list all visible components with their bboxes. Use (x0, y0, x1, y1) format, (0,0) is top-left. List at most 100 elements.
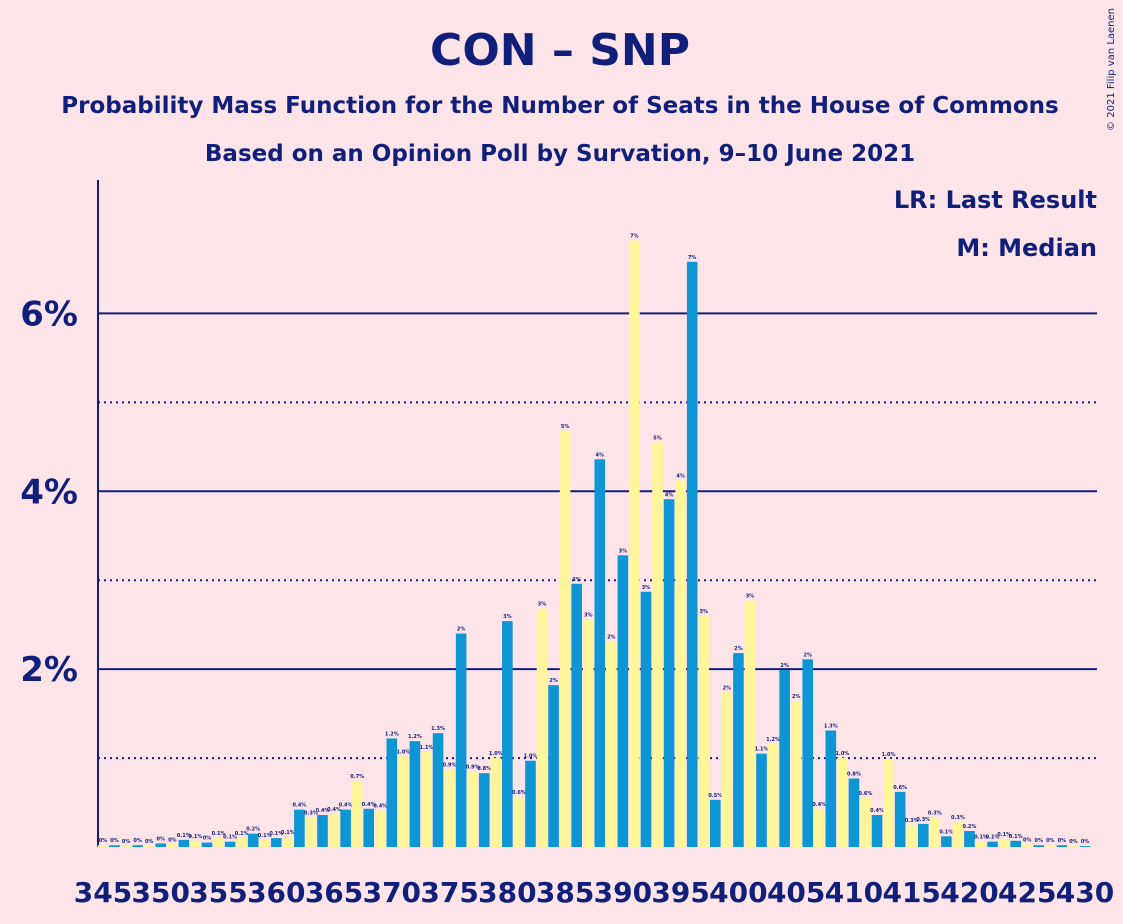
bar (478, 773, 490, 847)
x-tick-label: 385 (536, 876, 594, 909)
value-label: 0% (1058, 838, 1067, 844)
bar (455, 633, 467, 847)
value-label: 5% (561, 424, 570, 430)
bar (675, 480, 686, 847)
value-label: 0.1% (939, 829, 953, 835)
x-tick-label: 350 (132, 876, 190, 909)
bar (744, 600, 756, 847)
bar (224, 841, 236, 847)
bar (294, 809, 305, 847)
bar (941, 836, 952, 847)
bar (837, 758, 848, 847)
bar (548, 685, 559, 847)
bar (213, 838, 224, 847)
bar (247, 833, 259, 847)
bar (236, 838, 247, 847)
bar (167, 844, 178, 847)
bar (490, 758, 502, 847)
bar (998, 838, 1010, 847)
bar (1010, 840, 1021, 847)
x-tick-label: 430 (1056, 876, 1114, 909)
bar (409, 741, 421, 847)
bar (606, 641, 617, 847)
value-label: 0% (133, 838, 142, 844)
x-tick-label: 405 (767, 876, 825, 909)
value-label: 0.1% (223, 835, 237, 841)
bar (802, 659, 814, 847)
bar (987, 841, 998, 847)
bar (467, 771, 478, 847)
y-tick-label: 2% (20, 650, 78, 690)
bar (1068, 846, 1079, 847)
value-label: 0.6% (859, 791, 873, 797)
value-label: 0% (1046, 838, 1055, 844)
value-label: 0.1% (258, 833, 272, 839)
bar (652, 442, 663, 847)
value-label: 0% (1023, 837, 1032, 843)
bar (444, 769, 455, 847)
bar (525, 760, 536, 847)
value-label: 0% (1081, 839, 1090, 845)
value-label: 0.1% (1009, 834, 1023, 840)
value-label: 1.0% (396, 749, 410, 755)
value-label: 3% (572, 577, 581, 583)
bar (1033, 845, 1045, 847)
bar (432, 733, 444, 847)
value-label: 0.1% (997, 832, 1011, 838)
x-tick-label: 400 (709, 876, 767, 909)
bar (779, 670, 790, 847)
value-label: 0.9% (466, 764, 480, 770)
bar (97, 845, 109, 847)
x-tick-label: 375 (420, 876, 478, 909)
value-label: 0.4% (373, 804, 387, 810)
value-label: 1.2% (408, 734, 422, 740)
bar (698, 615, 710, 847)
bar (663, 499, 675, 847)
value-label: 0.1% (974, 835, 988, 841)
bar (733, 653, 744, 847)
value-label: 3% (619, 548, 628, 554)
value-label: 3% (746, 594, 755, 600)
value-label: 1.3% (431, 726, 445, 732)
bar (721, 692, 733, 847)
legend-text: M: Median (956, 234, 1097, 262)
value-label: 1.0% (882, 752, 896, 758)
bar (559, 430, 571, 847)
value-label: 0.8% (477, 766, 491, 772)
bar (617, 555, 629, 847)
bar (929, 817, 941, 847)
copyright: © 2021 Filip van Laenen (1106, 8, 1117, 131)
value-label: 0.4% (327, 807, 341, 813)
chart-subtitle: Probability Mass Function for the Number… (61, 93, 1058, 119)
value-label: 0.8% (847, 772, 861, 778)
x-tick-label: 345 (74, 876, 132, 909)
value-label: 1.0% (524, 754, 538, 760)
bar (686, 261, 698, 847)
x-tick-label: 380 (478, 876, 536, 909)
value-label: 5% (653, 435, 662, 441)
value-label: 7% (688, 255, 697, 261)
y-tick-label: 6% (20, 294, 78, 334)
value-label: 1.0% (835, 751, 849, 757)
value-label: 3% (538, 602, 547, 608)
value-label: 0.1% (986, 835, 1000, 841)
value-label: 2% (792, 694, 801, 700)
bar (536, 608, 548, 847)
value-label: 0.4% (812, 802, 826, 808)
y-tick-label: 4% (20, 472, 78, 512)
bar (143, 846, 155, 847)
value-label: 0.9% (443, 763, 457, 769)
value-label: 0% (203, 836, 212, 842)
value-label: 0.6% (512, 790, 526, 796)
x-tick-label: 390 (594, 876, 652, 909)
x-tick-label: 410 (825, 876, 883, 909)
value-label: 0.2% (246, 827, 260, 833)
value-label: 0% (145, 839, 154, 845)
bar (132, 845, 143, 847)
bar (513, 797, 525, 847)
bar (848, 778, 860, 847)
bar (710, 799, 721, 847)
value-label: 4% (665, 492, 674, 498)
value-label: 0.4% (870, 808, 884, 814)
bar (421, 751, 432, 847)
